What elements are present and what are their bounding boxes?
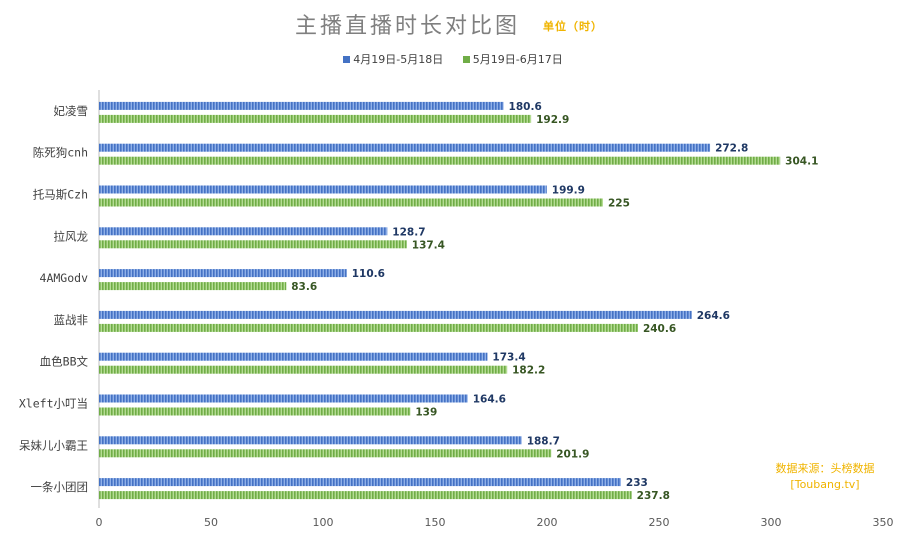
bar-series-2	[99, 449, 552, 458]
data-label-series-2: 182.2	[512, 365, 545, 377]
data-label-series-1: 272.8	[715, 143, 748, 155]
data-label-series-1: 173.4	[492, 352, 525, 364]
data-label-series-1: 199.9	[552, 185, 585, 197]
data-label-series-2: 139	[415, 407, 437, 419]
data-label-series-2: 304.1	[785, 156, 818, 168]
bar-series-2	[99, 491, 632, 500]
chart-title: 主播直播时长对比图	[295, 14, 521, 39]
bar-series-2	[99, 323, 638, 332]
bar-series-2	[99, 407, 411, 416]
legend-label-2: 5月19日-6月17日	[472, 53, 563, 66]
x-tick-label: 300	[761, 516, 782, 529]
bar-series-1	[99, 143, 711, 152]
x-tick-label: 50	[204, 516, 218, 529]
data-label-series-2: 192.9	[536, 114, 569, 126]
chart-unit: 单位（时）	[543, 20, 603, 33]
data-label-series-1: 264.6	[697, 310, 730, 322]
bar-series-1	[99, 227, 388, 236]
data-label-series-2: 237.8	[637, 490, 670, 502]
bar-series-1	[99, 352, 488, 361]
bar-series-2	[99, 156, 781, 165]
bar-series-2	[99, 282, 287, 291]
bar-series-2	[99, 365, 508, 374]
x-tick-label: 150	[425, 516, 446, 529]
bar-series-1	[99, 101, 504, 110]
category-label: 4AMGodv	[40, 271, 89, 285]
category-label: 蓝战非	[54, 313, 89, 327]
category-label: 妃凌雪	[54, 104, 89, 118]
bar-series-1	[99, 310, 692, 319]
data-label-series-2: 137.4	[412, 239, 445, 251]
category-label: 一条小团团	[31, 480, 89, 494]
category-label: 拉风龙	[54, 229, 89, 243]
x-tick-label: 350	[873, 516, 894, 529]
category-label: 托马斯Czh	[33, 188, 88, 202]
legend-label-1: 4月19日-5月18日	[353, 53, 444, 66]
category-label: 陈死狗cnh	[33, 146, 88, 160]
source-line-1: 数据来源：头榜数据	[775, 462, 875, 475]
x-tick-label: 100	[313, 516, 334, 529]
legend-item-2: 5月19日-6月17日	[462, 53, 563, 66]
data-label-series-1: 110.6	[352, 268, 385, 280]
bar-series-2	[99, 240, 407, 249]
data-label-series-2: 201.9	[556, 448, 589, 460]
bar-series-1	[99, 394, 468, 403]
legend-swatch-2	[462, 56, 470, 63]
bar-series-1	[99, 478, 621, 487]
legend: 4月19日-5月18日 5月19日-6月17日	[0, 51, 906, 67]
category-label: 呆妹儿小霸王	[19, 438, 88, 452]
data-label-series-1: 164.6	[473, 394, 506, 406]
data-source-note: 数据来源：头榜数据 [Toubang.tv]	[770, 461, 880, 493]
x-tick-label: 250	[649, 516, 670, 529]
bar-series-1	[99, 436, 522, 445]
data-label-series-1: 128.7	[392, 226, 425, 238]
data-label-series-2: 225	[608, 198, 630, 210]
data-label-series-1: 188.7	[527, 435, 560, 447]
source-line-2: [Toubang.tv]	[790, 478, 860, 491]
bar-series-1	[99, 185, 547, 194]
data-label-series-1: 233	[626, 477, 648, 489]
category-label: Xleft小叮当	[19, 397, 88, 411]
bar-series-2	[99, 114, 532, 123]
data-label-series-2: 240.6	[643, 323, 676, 335]
data-label-series-1: 180.6	[509, 101, 542, 113]
bar-series-2	[99, 198, 603, 207]
category-label: 血色BB文	[40, 355, 89, 369]
bar-series-1	[99, 269, 347, 278]
x-tick-label: 0	[96, 516, 103, 529]
data-label-series-2: 83.6	[291, 281, 317, 293]
legend-swatch-1	[343, 56, 351, 63]
legend-item-1: 4月19日-5月18日	[343, 53, 443, 66]
x-tick-label: 200	[537, 516, 558, 529]
